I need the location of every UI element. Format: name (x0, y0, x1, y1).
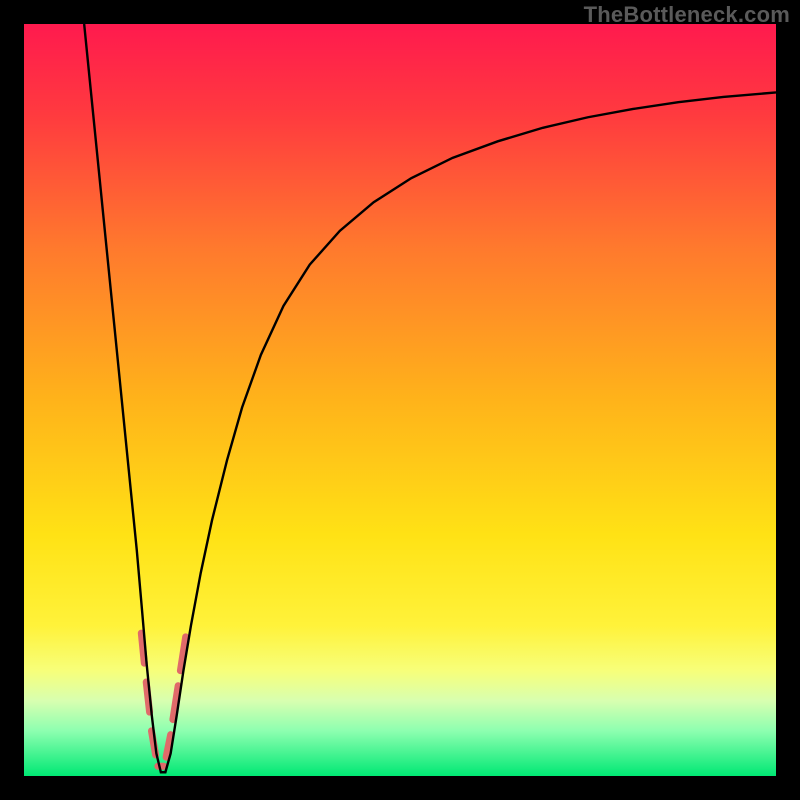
curve-layer (24, 24, 776, 776)
plot-area (24, 24, 776, 776)
bottleneck-curve (84, 24, 776, 772)
watermark-text: TheBottleneck.com (584, 2, 790, 28)
chart-frame: TheBottleneck.com (0, 0, 800, 800)
